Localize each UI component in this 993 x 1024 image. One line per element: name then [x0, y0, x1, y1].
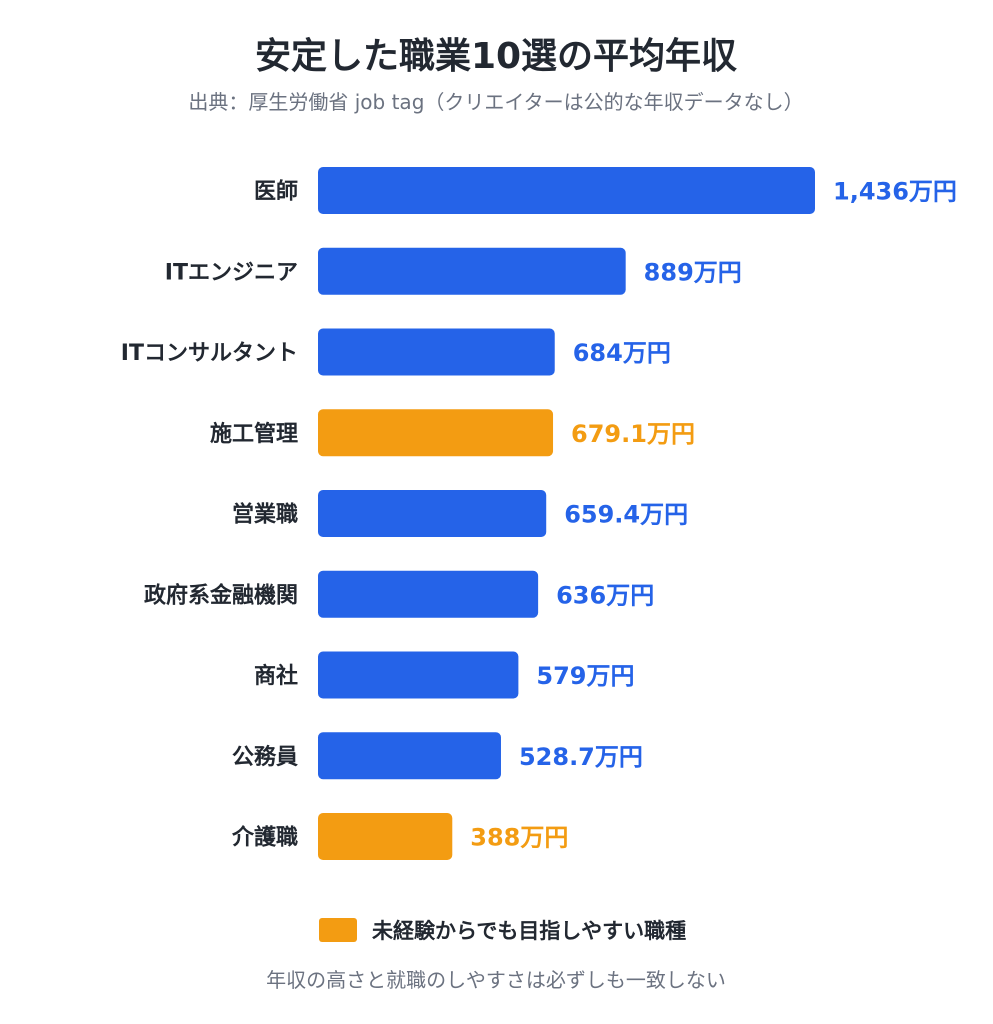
- bar: [318, 409, 554, 457]
- bar: [318, 167, 815, 214]
- value-label: 659.4万円: [564, 501, 688, 529]
- value-label: 1,436万円: [833, 178, 957, 206]
- chart-footnote: 年収の高さと就職のしやすさは必ずしも一致しない: [266, 968, 726, 992]
- value-label: 636万円: [556, 581, 654, 609]
- legend-label: 未経験からでも目指しやすい職種: [372, 919, 686, 943]
- value-label: 679.1万円: [571, 420, 695, 448]
- bar: [318, 247, 626, 295]
- category-label: 介護職: [231, 825, 298, 851]
- value-label: 388万円: [470, 824, 568, 852]
- bar: [318, 732, 501, 780]
- bar: [318, 570, 539, 618]
- category-label: 医師: [254, 179, 298, 205]
- value-label: 889万円: [644, 258, 742, 286]
- value-label: 528.7万円: [519, 743, 643, 771]
- chart-title: 安定した職業10選の平均年収: [255, 36, 737, 77]
- legend-swatch: [319, 918, 357, 942]
- bar: [318, 813, 453, 860]
- category-label: ITコンサルタント: [121, 341, 298, 366]
- bar: [318, 651, 519, 699]
- chart-subtitle: 出典：厚生労働省 job tag（クリエイターは公的な年収データなし）: [188, 90, 803, 114]
- category-label: ITエンジニア: [165, 260, 298, 285]
- bar: [318, 490, 547, 537]
- category-label: 営業職: [232, 502, 298, 528]
- value-label: 684万円: [573, 339, 671, 367]
- category-label: 公務員: [232, 744, 298, 770]
- category-label: 施工管理: [210, 421, 298, 447]
- category-label: 商社: [254, 663, 298, 689]
- value-label: 579万円: [536, 662, 634, 690]
- category-label: 政府系金融機関: [144, 582, 298, 608]
- bar: [318, 328, 555, 376]
